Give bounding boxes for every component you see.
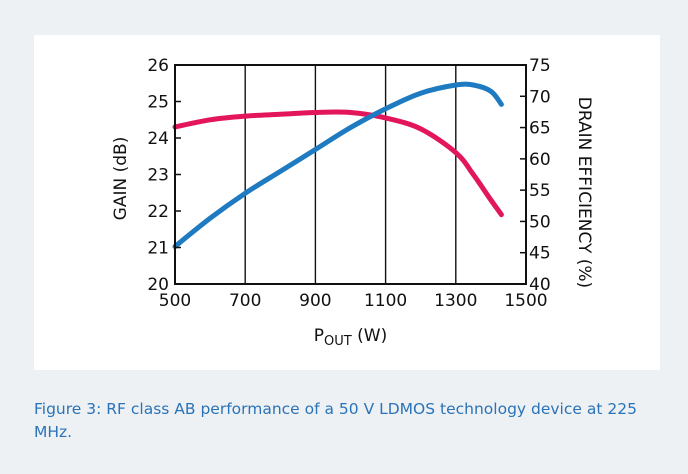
y-right-tick-label: 75 [529,56,551,76]
y-axis-right-title: DRAIN EFFICIENCY (%) [574,97,594,288]
x-axis-title-subscript: OUT [324,334,352,349]
y-axis-left-title: GAIN (dB) [111,137,131,221]
y-right-tick-label: 65 [529,119,551,139]
y-left-tick-label: 20 [147,275,169,295]
x-tick-label: 900 [299,291,331,311]
y-right-tick-label: 40 [529,275,551,295]
y-left-tick-label: 21 [147,239,169,259]
y-left-tick-label: 24 [147,129,169,149]
x-tick-label: 1300 [434,291,477,311]
x-axis-title-unit: (W) [352,326,387,346]
figure-caption: Figure 3: RF class AB performance of a 5… [34,400,637,441]
chart: 500 700 900 1100 1300 1500 20 21 22 23 24 25 26 40 45 5… [111,56,594,349]
y-left-tick-label: 23 [147,166,169,186]
x-axis-title: POUT (W) [314,326,387,349]
y-right-tick-label: 55 [529,181,551,201]
y-left-tick-label: 22 [147,202,169,222]
x-tick-label: 500 [159,291,191,311]
y-right-tick-label: 70 [529,87,551,107]
x-tick-label: 1500 [504,291,547,311]
chart-card: 500 700 900 1100 1300 1500 20 21 22 23 24 25 26 40 45 5… [34,35,660,370]
gain-series-line [172,109,504,218]
x-tick-label: 1100 [364,291,407,311]
x-tick-label: 700 [229,291,261,311]
y-right-tick-label: 45 [529,244,551,264]
y-right-tick-label: 50 [529,212,551,232]
x-axis-title-main: P [314,326,324,346]
efficiency-series-line [172,81,504,249]
y-left-tick-label: 25 [147,93,169,113]
y-right-tick-label: 60 [529,150,551,170]
y-left-tick-label: 26 [147,56,169,76]
